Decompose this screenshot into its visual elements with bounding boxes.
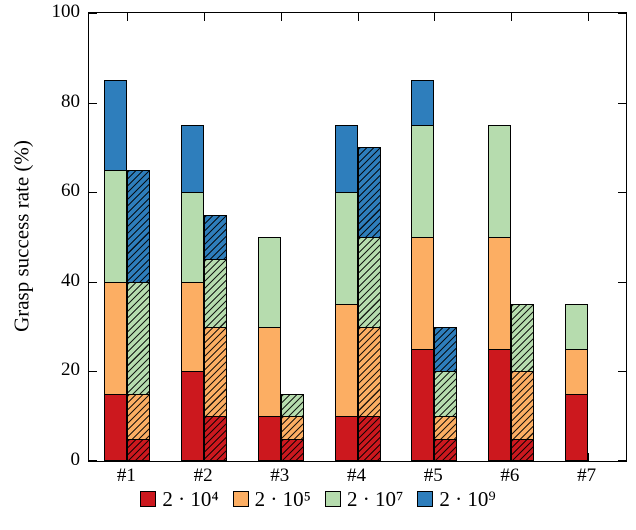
y-tick-label: 0 (70, 449, 81, 470)
y-tick-mark (89, 371, 97, 373)
x-tick-mark (510, 13, 512, 21)
bar-segment-solid (104, 80, 128, 171)
legend-swatch (232, 491, 249, 507)
bar-segment-hatched (280, 438, 304, 461)
x-tick-mark (434, 13, 436, 21)
bar-segment-solid (181, 281, 205, 373)
legend-swatch (140, 491, 157, 507)
x-tick-label: #1 (116, 465, 136, 486)
bar-segment-hatched (127, 169, 151, 283)
bar-segment-hatched (434, 326, 458, 373)
legend-item: 2 · 10⁵ (232, 487, 311, 511)
bar-segment-hatched (510, 304, 534, 373)
x-tick-mark (587, 453, 589, 461)
bar-segment-hatched (280, 393, 304, 418)
bar-segment-hatched (204, 259, 228, 328)
bar-segment-hatched (357, 326, 381, 418)
legend-label: 2 · 10⁷ (347, 487, 404, 511)
bar-segment-solid (257, 326, 281, 418)
y-tick-mark (618, 371, 626, 373)
bar-segment-hatched (280, 416, 304, 440)
y-tick-label: 80 (61, 90, 80, 112)
bar-segment-solid (564, 349, 588, 395)
x-tick-mark (127, 13, 129, 21)
legend-item: 2 · 10⁹ (417, 487, 496, 511)
x-tick-label: #7 (577, 465, 597, 486)
legend-label: 2 · 10⁵ (254, 487, 311, 511)
y-tick-label: 60 (61, 180, 80, 202)
x-tick-label: #2 (193, 465, 213, 486)
bar-segment-solid (181, 192, 205, 283)
y-tick-mark (89, 192, 97, 194)
x-tick-label: #3 (270, 465, 290, 486)
bar-segment-solid (564, 304, 588, 350)
legend-label: 2 · 10⁹ (439, 487, 496, 511)
x-tick-label: #4 (347, 465, 366, 486)
bar-segment-solid (487, 349, 511, 461)
bar-segment-hatched (204, 214, 228, 261)
bar-segment-hatched (434, 416, 458, 440)
bar-segment-hatched (127, 281, 151, 395)
legend-swatch (417, 491, 434, 507)
legend-item: 2 · 10⁴ (140, 487, 219, 511)
bar-segment-hatched (434, 371, 458, 418)
x-tick-mark (357, 13, 359, 21)
bar-segment-solid (411, 125, 435, 238)
bar-segment-hatched (204, 326, 228, 418)
bar-segment-hatched (127, 393, 151, 440)
bar-segment-solid (181, 371, 205, 461)
legend-item: 2 · 10⁷ (325, 487, 403, 511)
bar-segment-solid (411, 349, 435, 461)
y-tick-mark (618, 281, 626, 283)
y-tick-mark (618, 102, 626, 104)
bar-segment-solid (334, 416, 358, 461)
bar-segment-solid (411, 80, 435, 126)
bar-segment-solid (104, 169, 128, 283)
x-tick-label: #5 (423, 465, 443, 486)
y-tick-mark (89, 102, 97, 104)
x-tick-mark (280, 13, 282, 21)
bar-segment-hatched (357, 237, 381, 328)
legend-swatch (325, 491, 341, 507)
x-tick-mark (204, 13, 206, 21)
bar-segment-solid (257, 237, 281, 328)
bar-segment-hatched (357, 416, 381, 461)
bar-segment-solid (564, 393, 588, 461)
bar-segment-solid (104, 281, 128, 395)
y-tick-label: 100 (51, 0, 81, 22)
y-axis-label-text: Grasp success rate (%) (9, 140, 34, 332)
bar-segment-solid (334, 304, 358, 418)
x-tick-label: #6 (500, 465, 520, 486)
y-tick-mark (618, 13, 626, 14)
bar-segment-solid (257, 416, 281, 461)
bar-segment-solid (487, 237, 511, 350)
y-tick-mark (89, 460, 97, 461)
bar-segment-hatched (204, 416, 228, 461)
chart-legend: 2 · 10⁴ 2 · 10⁵ 2 · 10⁷ 2 · 10⁹ (0, 487, 636, 511)
bar-segment-hatched (434, 438, 458, 461)
bar-segment-solid (411, 237, 435, 350)
bar-segment-solid (334, 192, 358, 306)
bar-segment-solid (334, 125, 358, 194)
bar-segment-solid (487, 125, 511, 238)
bar-segment-hatched (510, 371, 534, 440)
x-tick-mark (587, 13, 589, 21)
y-tick-label: 20 (61, 359, 80, 381)
y-tick-mark (618, 192, 626, 194)
bar-segment-solid (104, 393, 128, 461)
bar-segment-hatched (127, 438, 151, 461)
bar-segment-hatched (357, 147, 381, 238)
plot-area (88, 12, 627, 462)
y-tick-mark (89, 13, 97, 14)
bar-segment-hatched (510, 438, 534, 461)
y-tick-label: 40 (61, 269, 80, 291)
bar-segment-solid (181, 125, 205, 194)
legend-label: 2 · 10⁴ (162, 487, 219, 511)
y-tick-mark (89, 281, 97, 283)
y-tick-mark (618, 460, 626, 461)
